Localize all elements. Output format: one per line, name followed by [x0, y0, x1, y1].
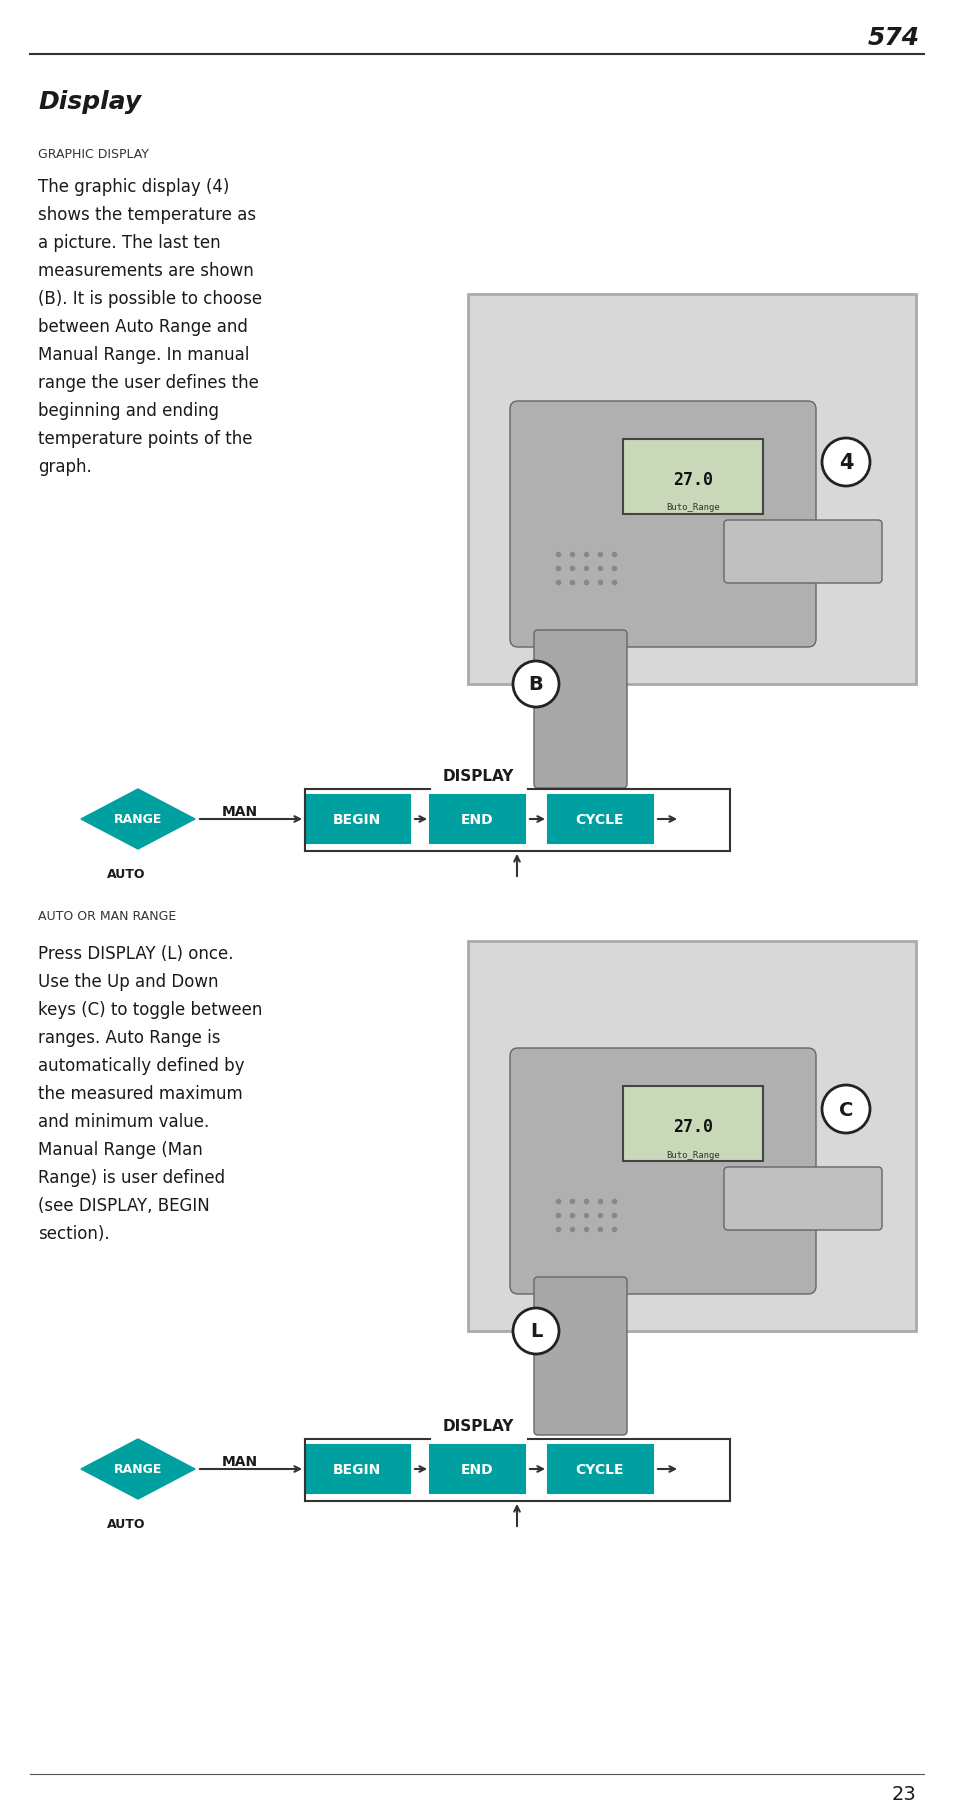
Circle shape [821, 1086, 869, 1133]
Text: L: L [529, 1321, 541, 1341]
Text: BEGIN: BEGIN [333, 1462, 381, 1476]
FancyBboxPatch shape [305, 1446, 410, 1493]
Text: (see DISPLAY, BEGIN: (see DISPLAY, BEGIN [38, 1196, 210, 1214]
Text: Manual Range (Man: Manual Range (Man [38, 1140, 203, 1158]
Polygon shape [81, 1438, 194, 1500]
FancyBboxPatch shape [430, 1446, 524, 1493]
Text: shows the temperature as: shows the temperature as [38, 206, 255, 224]
Text: 4: 4 [838, 454, 852, 473]
Text: 23: 23 [890, 1785, 915, 1803]
Text: Manual Range. In manual: Manual Range. In manual [38, 345, 249, 363]
Text: measurements are shown: measurements are shown [38, 262, 253, 280]
Text: the measured maximum: the measured maximum [38, 1084, 242, 1102]
Text: The graphic display (4): The graphic display (4) [38, 177, 229, 195]
Text: MAN: MAN [222, 804, 258, 819]
Text: beginning and ending: beginning and ending [38, 401, 219, 419]
Text: CYCLE: CYCLE [576, 813, 623, 826]
Text: Buto_Range: Buto_Range [665, 502, 720, 511]
Text: Display: Display [38, 90, 141, 114]
Text: keys (C) to toggle between: keys (C) to toggle between [38, 1001, 262, 1019]
Text: AUTO OR MAN RANGE: AUTO OR MAN RANGE [38, 909, 176, 923]
Polygon shape [81, 790, 194, 849]
Circle shape [513, 661, 558, 708]
Text: Use the Up and Down: Use the Up and Down [38, 972, 218, 990]
Text: AUTO: AUTO [107, 867, 145, 880]
Circle shape [513, 1308, 558, 1353]
Text: CYCLE: CYCLE [576, 1462, 623, 1476]
Bar [622, 439, 762, 515]
Bar [468, 295, 915, 685]
FancyBboxPatch shape [430, 795, 524, 844]
FancyBboxPatch shape [534, 631, 626, 788]
Text: temperature points of the: temperature points of the [38, 430, 253, 448]
Text: DISPLAY: DISPLAY [442, 768, 513, 784]
FancyBboxPatch shape [305, 795, 410, 844]
Text: Press DISPLAY (L) once.: Press DISPLAY (L) once. [38, 945, 233, 963]
Text: section).: section). [38, 1225, 110, 1243]
Text: ranges. Auto Range is: ranges. Auto Range is [38, 1028, 220, 1046]
Text: C: C [838, 1100, 852, 1119]
Text: DISPLAY: DISPLAY [442, 1418, 513, 1433]
Text: AUTO: AUTO [107, 1518, 145, 1531]
Bar [622, 1086, 762, 1162]
Text: 27.0: 27.0 [672, 1117, 712, 1135]
Text: MAN: MAN [222, 1455, 258, 1467]
FancyBboxPatch shape [723, 1167, 882, 1231]
FancyBboxPatch shape [510, 1048, 815, 1294]
FancyBboxPatch shape [547, 1446, 652, 1493]
Text: a picture. The last ten: a picture. The last ten [38, 233, 220, 251]
Text: between Auto Range and: between Auto Range and [38, 318, 248, 336]
Text: END: END [460, 813, 493, 826]
Text: (B). It is possible to choose: (B). It is possible to choose [38, 289, 262, 307]
FancyBboxPatch shape [723, 520, 882, 584]
Text: 574: 574 [867, 25, 919, 51]
Bar [468, 941, 915, 1332]
Text: and minimum value.: and minimum value. [38, 1113, 209, 1131]
Text: 27.0: 27.0 [672, 472, 712, 488]
Text: BEGIN: BEGIN [333, 813, 381, 826]
Text: GRAPHIC DISPLAY: GRAPHIC DISPLAY [38, 148, 149, 161]
Text: B: B [528, 676, 543, 694]
Circle shape [821, 439, 869, 486]
Text: Buto_Range: Buto_Range [665, 1149, 720, 1158]
Text: END: END [460, 1462, 493, 1476]
FancyBboxPatch shape [534, 1278, 626, 1435]
Text: range the user defines the: range the user defines the [38, 374, 258, 392]
Text: Range) is user defined: Range) is user defined [38, 1169, 225, 1187]
FancyBboxPatch shape [547, 795, 652, 844]
Text: graph.: graph. [38, 457, 91, 475]
Text: automatically defined by: automatically defined by [38, 1057, 244, 1075]
Text: RANGE: RANGE [113, 813, 162, 826]
Text: RANGE: RANGE [113, 1462, 162, 1476]
FancyBboxPatch shape [510, 401, 815, 647]
